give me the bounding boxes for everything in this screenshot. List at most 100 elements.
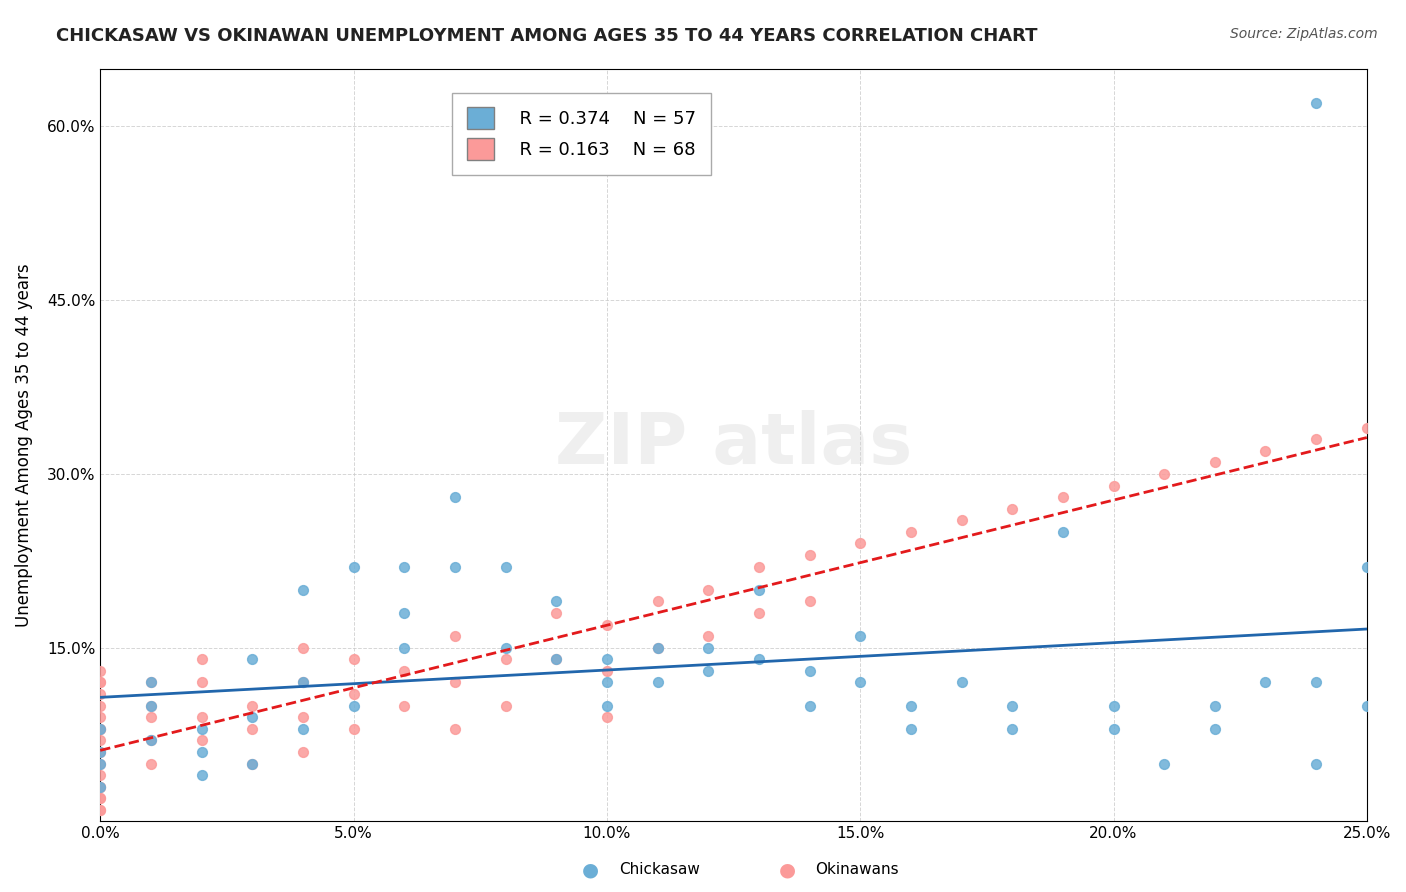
Point — [748, 582, 770, 597]
Point — [342, 652, 364, 666]
Point — [342, 559, 364, 574]
Point — [1204, 455, 1226, 469]
Point — [139, 675, 162, 690]
Point — [1001, 698, 1024, 713]
Point — [240, 756, 263, 771]
Point — [1001, 722, 1024, 736]
Point — [190, 733, 212, 747]
Point — [596, 664, 619, 678]
Point — [89, 745, 111, 759]
Text: Source: ZipAtlas.com: Source: ZipAtlas.com — [1230, 27, 1378, 41]
Point — [748, 559, 770, 574]
Point — [89, 803, 111, 817]
Point — [1001, 501, 1024, 516]
Text: ●: ● — [779, 860, 796, 880]
Point — [1355, 698, 1378, 713]
Point — [546, 594, 568, 608]
Point — [190, 722, 212, 736]
Point — [89, 733, 111, 747]
Point — [1052, 490, 1074, 504]
Point — [647, 594, 669, 608]
Point — [240, 722, 263, 736]
Point — [89, 675, 111, 690]
Point — [89, 698, 111, 713]
Point — [546, 652, 568, 666]
Point — [546, 606, 568, 620]
Point — [748, 652, 770, 666]
Point — [190, 745, 212, 759]
Point — [190, 675, 212, 690]
Point — [1102, 698, 1125, 713]
Point — [546, 652, 568, 666]
Point — [1204, 698, 1226, 713]
Point — [799, 664, 821, 678]
Point — [291, 582, 314, 597]
Point — [139, 698, 162, 713]
Text: Chickasaw: Chickasaw — [619, 863, 700, 877]
Point — [697, 629, 720, 643]
Point — [291, 640, 314, 655]
Point — [291, 722, 314, 736]
Text: CHICKASAW VS OKINAWAN UNEMPLOYMENT AMONG AGES 35 TO 44 YEARS CORRELATION CHART: CHICKASAW VS OKINAWAN UNEMPLOYMENT AMONG… — [56, 27, 1038, 45]
Point — [240, 652, 263, 666]
Point — [950, 513, 973, 527]
Point — [190, 710, 212, 724]
Point — [89, 768, 111, 782]
Point — [647, 675, 669, 690]
Point — [89, 791, 111, 805]
Point — [89, 756, 111, 771]
Point — [240, 710, 263, 724]
Point — [444, 629, 467, 643]
Text: ZIP atlas: ZIP atlas — [555, 410, 912, 480]
Point — [89, 722, 111, 736]
Point — [697, 582, 720, 597]
Point — [240, 756, 263, 771]
Point — [89, 710, 111, 724]
Point — [190, 652, 212, 666]
Point — [495, 559, 517, 574]
Point — [392, 606, 415, 620]
Point — [139, 733, 162, 747]
Point — [139, 710, 162, 724]
Point — [495, 698, 517, 713]
Point — [900, 698, 922, 713]
Point — [392, 664, 415, 678]
Point — [342, 722, 364, 736]
Point — [596, 710, 619, 724]
Point — [342, 687, 364, 701]
Point — [392, 640, 415, 655]
Point — [596, 675, 619, 690]
Point — [342, 698, 364, 713]
Point — [900, 722, 922, 736]
Point — [900, 524, 922, 539]
Point — [291, 710, 314, 724]
Point — [495, 652, 517, 666]
Y-axis label: Unemployment Among Ages 35 to 44 years: Unemployment Among Ages 35 to 44 years — [15, 263, 32, 627]
Point — [89, 687, 111, 701]
Point — [697, 640, 720, 655]
Point — [1204, 722, 1226, 736]
Point — [950, 675, 973, 690]
Point — [139, 756, 162, 771]
Text: Okinawans: Okinawans — [815, 863, 898, 877]
Point — [89, 675, 111, 690]
Point — [495, 640, 517, 655]
Point — [392, 698, 415, 713]
Point — [1153, 467, 1175, 481]
Point — [647, 640, 669, 655]
Point — [799, 594, 821, 608]
Point — [1052, 524, 1074, 539]
Point — [89, 722, 111, 736]
Point — [748, 606, 770, 620]
Point — [799, 548, 821, 562]
Point — [444, 722, 467, 736]
Point — [596, 617, 619, 632]
Point — [1305, 675, 1327, 690]
Text: ●: ● — [582, 860, 599, 880]
Point — [444, 559, 467, 574]
Point — [89, 722, 111, 736]
Point — [444, 675, 467, 690]
Point — [89, 780, 111, 794]
Point — [139, 675, 162, 690]
Point — [291, 675, 314, 690]
